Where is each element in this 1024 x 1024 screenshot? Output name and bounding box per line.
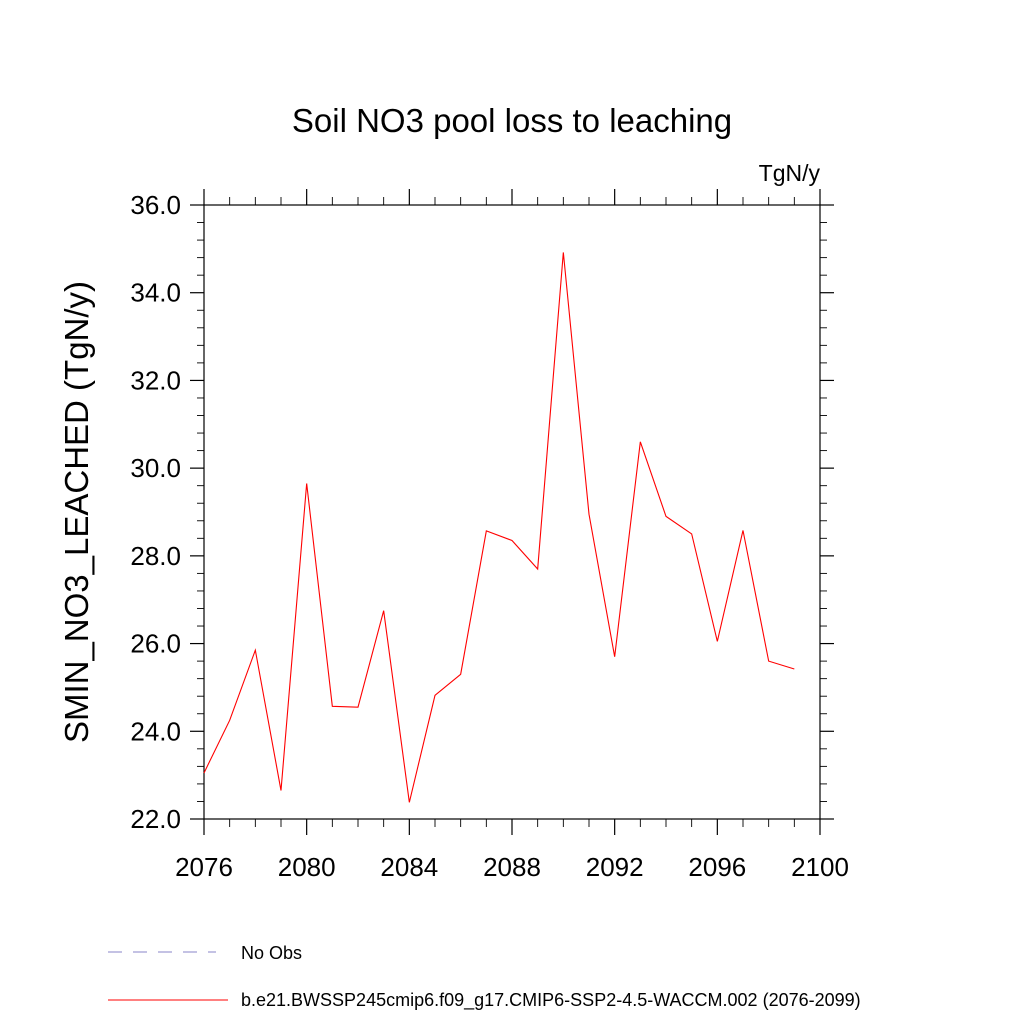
chart-title: Soil NO3 pool loss to leaching bbox=[292, 102, 732, 139]
x-tick-label: 2076 bbox=[175, 852, 233, 882]
units-label: TgN/y bbox=[759, 160, 821, 186]
y-tick-label: 26.0 bbox=[130, 629, 181, 659]
plot-frame bbox=[203, 204, 821, 820]
series-layer bbox=[203, 252, 795, 803]
axis-tick-labels: 2076 2080 2084 2088 2092 2096 2100 22.0 24.0 26.0… bbox=[130, 190, 849, 882]
y-tick-label: 34.0 bbox=[130, 278, 181, 308]
x-tick-label: 2088 bbox=[483, 852, 541, 882]
y-tick-label: 30.0 bbox=[130, 453, 181, 483]
y-tick-label: 22.0 bbox=[130, 804, 181, 834]
x-tick-label: 2080 bbox=[278, 852, 336, 882]
y-tick-label: 36.0 bbox=[130, 190, 181, 220]
y-tick-label: 28.0 bbox=[130, 541, 181, 571]
y-tick-label: 24.0 bbox=[130, 716, 181, 746]
y-tick-label: 32.0 bbox=[130, 365, 181, 395]
axis-ticks bbox=[190, 189, 834, 835]
legend: No Obs b.e21.BWSSP245cmip6.f09_g17.CMIP6… bbox=[108, 943, 861, 1011]
series-line-0 bbox=[203, 252, 795, 803]
x-tick-label: 2096 bbox=[688, 852, 746, 882]
x-tick-label: 2100 bbox=[791, 852, 849, 882]
x-tick-label: 2084 bbox=[380, 852, 438, 882]
legend-label-model-run: b.e21.BWSSP245cmip6.f09_g17.CMIP6-SSP2-4… bbox=[241, 990, 861, 1011]
x-tick-label: 2092 bbox=[586, 852, 644, 882]
y-axis-label: SMIN_NO3_LEACHED (TgN/y) bbox=[58, 281, 95, 743]
legend-label-no-obs: No Obs bbox=[241, 943, 302, 963]
